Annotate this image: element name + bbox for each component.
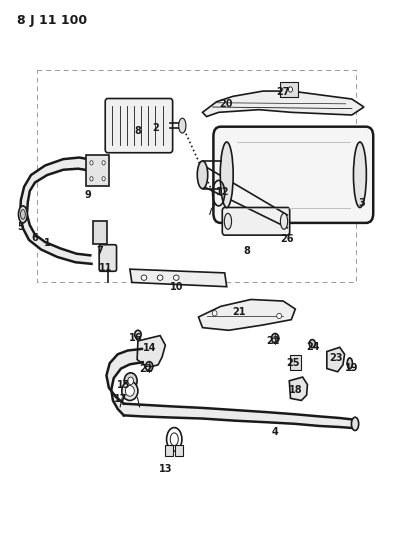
Text: 22: 22	[139, 364, 153, 374]
Text: 23: 23	[329, 353, 343, 363]
Text: 13: 13	[160, 464, 173, 473]
Text: 17: 17	[114, 394, 128, 405]
Polygon shape	[198, 300, 295, 330]
Polygon shape	[327, 348, 345, 372]
Text: 9: 9	[84, 190, 91, 200]
Ellipse shape	[354, 142, 367, 207]
Ellipse shape	[90, 176, 93, 181]
Ellipse shape	[145, 362, 153, 371]
Ellipse shape	[352, 417, 359, 431]
Ellipse shape	[220, 142, 233, 207]
FancyBboxPatch shape	[213, 127, 373, 223]
Text: 20: 20	[219, 99, 232, 109]
Ellipse shape	[212, 311, 217, 316]
Text: 6: 6	[32, 233, 38, 244]
Text: 11: 11	[99, 263, 112, 273]
Ellipse shape	[179, 118, 186, 133]
Text: 3: 3	[358, 198, 365, 208]
Text: 2: 2	[153, 123, 160, 133]
Text: 1: 1	[44, 238, 51, 247]
Polygon shape	[130, 269, 227, 287]
Ellipse shape	[280, 213, 288, 229]
Text: 8: 8	[134, 126, 141, 136]
Ellipse shape	[288, 87, 292, 92]
Ellipse shape	[224, 213, 232, 229]
Text: 8 J 11 100: 8 J 11 100	[17, 14, 87, 27]
Ellipse shape	[21, 209, 26, 219]
Text: 27: 27	[277, 87, 290, 97]
Ellipse shape	[271, 334, 279, 343]
FancyBboxPatch shape	[280, 82, 298, 97]
FancyBboxPatch shape	[86, 156, 109, 186]
FancyBboxPatch shape	[99, 245, 117, 271]
Ellipse shape	[90, 161, 93, 165]
Ellipse shape	[309, 340, 315, 348]
Text: 25: 25	[287, 358, 300, 368]
Ellipse shape	[157, 275, 163, 280]
Ellipse shape	[277, 313, 281, 319]
Text: 26: 26	[281, 234, 294, 244]
Text: 8: 8	[243, 246, 250, 255]
Text: 24: 24	[307, 342, 320, 352]
Ellipse shape	[173, 275, 179, 280]
Text: 21: 21	[232, 306, 245, 317]
Ellipse shape	[102, 161, 105, 165]
Polygon shape	[289, 377, 307, 400]
Text: 10: 10	[170, 282, 183, 292]
FancyBboxPatch shape	[165, 445, 173, 456]
FancyBboxPatch shape	[290, 356, 301, 370]
FancyBboxPatch shape	[175, 445, 183, 456]
Polygon shape	[124, 403, 354, 428]
Ellipse shape	[102, 176, 105, 181]
Polygon shape	[202, 91, 364, 117]
Ellipse shape	[135, 330, 141, 339]
Ellipse shape	[126, 385, 134, 396]
Ellipse shape	[124, 373, 137, 389]
FancyBboxPatch shape	[222, 207, 290, 235]
Text: 15: 15	[117, 379, 130, 390]
Text: 16: 16	[129, 333, 143, 343]
Text: 19: 19	[345, 362, 358, 373]
Text: 7: 7	[96, 246, 103, 255]
Text: 18: 18	[288, 385, 302, 395]
Ellipse shape	[128, 377, 134, 384]
Text: 5: 5	[17, 222, 24, 232]
Text: 14: 14	[143, 343, 157, 353]
FancyBboxPatch shape	[93, 221, 107, 244]
Text: 12: 12	[216, 187, 229, 197]
Ellipse shape	[19, 206, 27, 223]
Polygon shape	[20, 158, 94, 264]
Text: 4: 4	[272, 427, 279, 438]
Ellipse shape	[347, 358, 352, 368]
Text: 22: 22	[266, 336, 280, 346]
Ellipse shape	[141, 275, 147, 280]
FancyBboxPatch shape	[105, 99, 173, 153]
Ellipse shape	[197, 161, 208, 189]
Polygon shape	[137, 336, 165, 368]
Polygon shape	[107, 349, 143, 415]
Ellipse shape	[122, 381, 138, 400]
